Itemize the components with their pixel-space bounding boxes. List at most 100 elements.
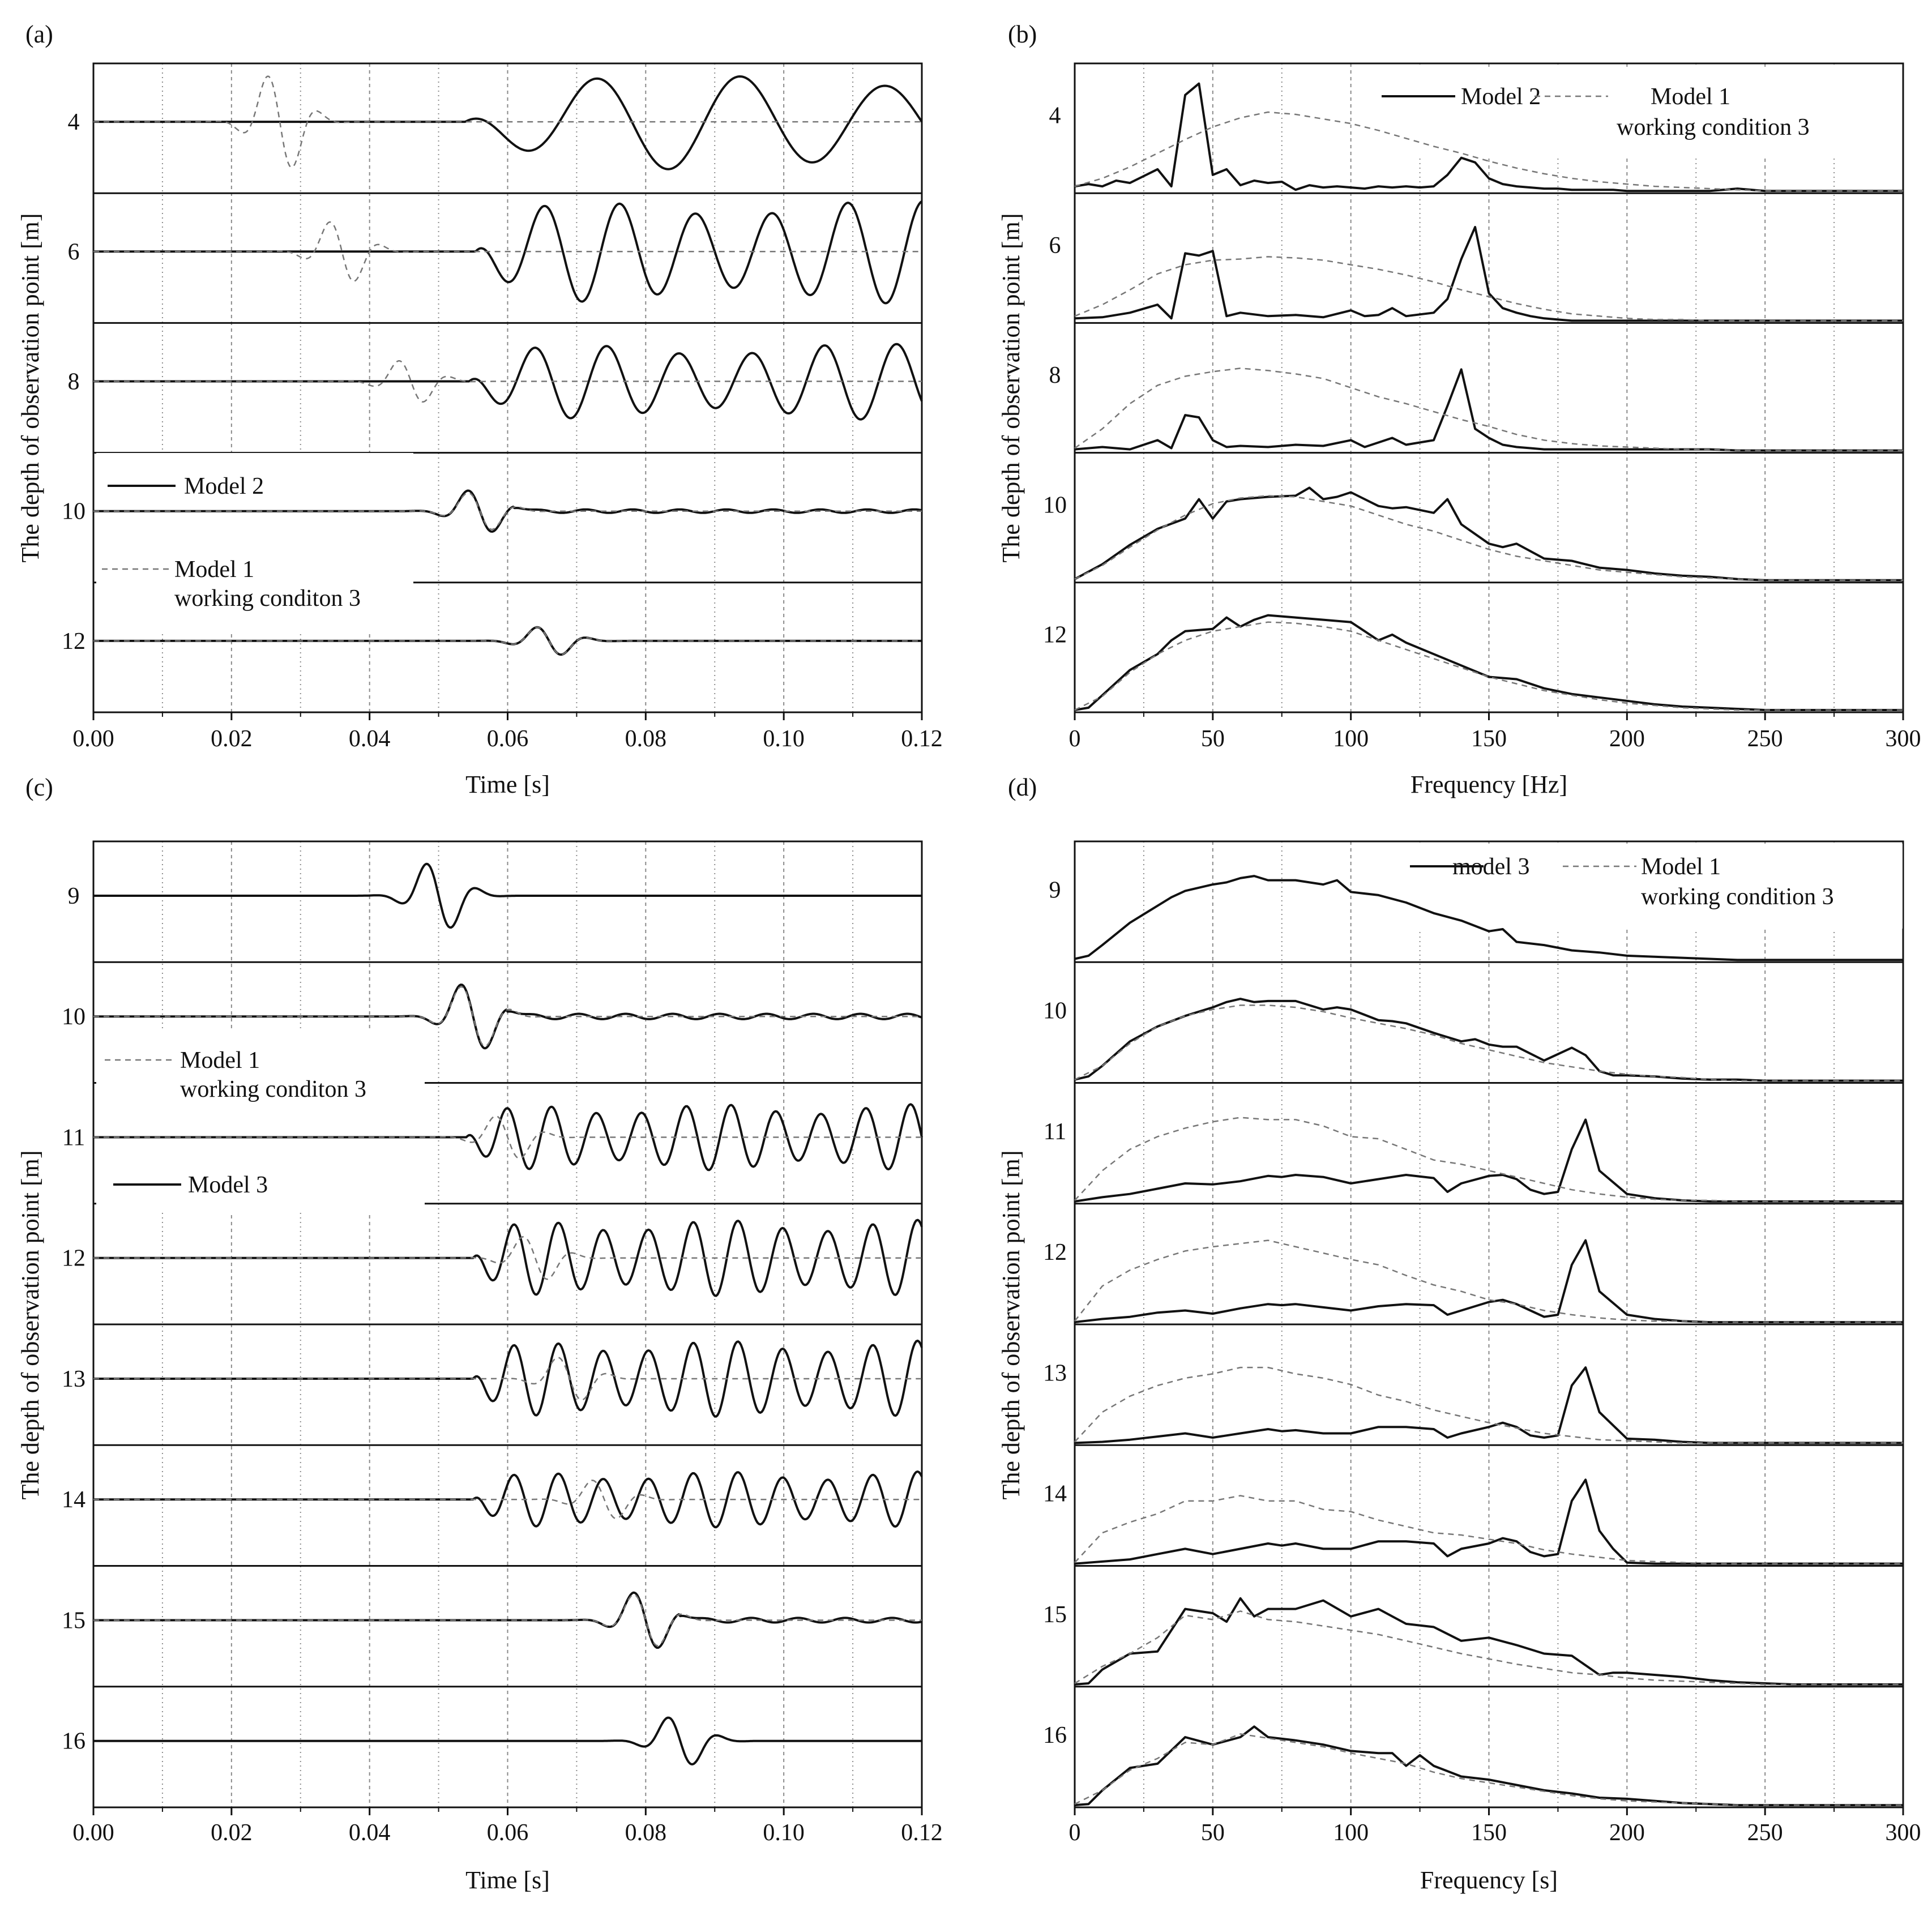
dashed-trace-row-11 (93, 1115, 922, 1160)
solid-trace-row-4 (1074, 82, 1903, 193)
dashed-trace-row-8 (93, 360, 922, 403)
row-label-10: 10 (62, 499, 86, 525)
x-tick-label: 250 (1747, 1820, 1783, 1846)
dashed-trace-row-10 (1074, 495, 1903, 581)
dashed-trace-row-12 (1074, 1239, 1903, 1323)
row-label-16: 16 (62, 1729, 86, 1755)
y-axis-title: The depth of observation point [m] (997, 1150, 1025, 1499)
x-tick-label: 0.04 (349, 1820, 391, 1846)
row-label-13: 13 (62, 1366, 86, 1392)
dashed-trace-row-12 (93, 1236, 922, 1280)
y-axis-title: The depth of observation point [m] (16, 1150, 44, 1499)
row-label-12: 12 (62, 1246, 86, 1272)
legend-background (96, 453, 413, 634)
legend-background (1390, 844, 1903, 929)
dashed-trace-row-13 (93, 1357, 922, 1401)
x-axis-title: Frequency [Hz] (1410, 771, 1567, 798)
row-label-8: 8 (68, 369, 80, 395)
row-label-12: 12 (62, 628, 86, 655)
x-axis-title: Frequency [s] (1420, 1866, 1558, 1894)
legend-dashed-label-line2: working conditon 3 (174, 585, 361, 612)
x-tick-label: 0.02 (211, 1820, 253, 1846)
dashed-trace-row-14 (93, 1480, 922, 1520)
x-tick-label: 100 (1333, 726, 1369, 752)
legend-background (96, 1031, 425, 1212)
dashed-trace-row-15 (1074, 1610, 1903, 1686)
x-tick-label: 200 (1609, 726, 1645, 752)
row-label-10: 10 (62, 1004, 86, 1030)
dashed-trace-row-12 (93, 626, 922, 656)
row-label-15: 15 (1043, 1602, 1067, 1628)
row-label-4: 4 (68, 109, 80, 135)
dashed-trace-row-4 (93, 75, 922, 168)
legend-background (1362, 68, 1900, 159)
row-label-16: 16 (1043, 1722, 1067, 1748)
row-label-14: 14 (62, 1487, 86, 1513)
solid-trace-row-15 (1074, 1597, 1903, 1686)
solid-trace-row-4 (93, 75, 923, 170)
dashed-trace-row-16 (1074, 1733, 1903, 1806)
panel-label: (c) (25, 773, 53, 801)
dashed-trace-row-13 (1074, 1366, 1903, 1444)
x-axis-title: Time [s] (465, 771, 550, 798)
row-label-6: 6 (1049, 233, 1061, 259)
x-tick-label: 0.10 (763, 1820, 805, 1846)
x-tick-label: 200 (1609, 1820, 1645, 1846)
panel-label: (b) (1008, 20, 1037, 48)
solid-trace-row-9 (1074, 875, 1903, 961)
x-tick-label: 0.00 (72, 726, 114, 752)
y-axis-title: The depth of observation point [m] (997, 213, 1025, 562)
legend-dashed-label: Model 1 (174, 557, 254, 583)
dashed-trace-row-10 (1074, 1004, 1903, 1081)
row-label-11: 11 (62, 1124, 85, 1151)
solid-trace-row-12 (1074, 1239, 1903, 1324)
x-tick-label: 0.06 (487, 726, 529, 752)
x-tick-label: 0.04 (349, 726, 391, 752)
row-label-14: 14 (1043, 1481, 1067, 1507)
x-tick-label: 100 (1333, 1820, 1369, 1846)
row-label-9: 9 (1049, 877, 1061, 903)
legend-solid-label: model 3 (1452, 854, 1529, 880)
x-axis-title: Time [s] (465, 1866, 550, 1894)
x-tick-label: 0 (1069, 1820, 1081, 1846)
row-label-4: 4 (1049, 103, 1061, 129)
solid-trace-row-13 (1074, 1366, 1903, 1444)
row-label-13: 13 (1043, 1360, 1067, 1386)
x-tick-label: 150 (1471, 726, 1507, 752)
y-axis-title: The depth of observation point [m] (16, 213, 44, 562)
dashed-trace-row-14 (1074, 1495, 1903, 1564)
legend-dashed-label-line2: working conditon 3 (180, 1076, 366, 1102)
solid-trace-row-16 (93, 1716, 922, 1765)
row-label-10: 10 (1043, 998, 1067, 1024)
row-label-10: 10 (1043, 492, 1067, 518)
dashed-trace-row-10 (93, 986, 922, 1047)
legend-dashed-label: Model 1 (1641, 854, 1721, 880)
row-label-11: 11 (1044, 1119, 1066, 1145)
panel-label: (a) (25, 20, 53, 48)
row-label-8: 8 (1049, 362, 1061, 388)
x-tick-label: 50 (1201, 726, 1225, 752)
x-tick-label: 0.10 (763, 726, 805, 752)
x-tick-label: 300 (1886, 726, 1921, 752)
solid-trace-row-12 (1074, 614, 1903, 711)
legend-dashed-label: Model 1 (180, 1047, 260, 1074)
x-tick-label: 0.00 (72, 1820, 114, 1846)
row-label-15: 15 (62, 1607, 86, 1634)
row-label-9: 9 (68, 883, 80, 909)
dashed-trace-row-11 (1074, 1117, 1903, 1203)
dashed-trace-row-6 (1074, 256, 1903, 322)
legend-solid-label: Model 2 (1461, 84, 1541, 110)
x-tick-label: 0.12 (901, 1820, 943, 1846)
dashed-trace-row-10 (93, 492, 922, 531)
legend-solid-label: Model 2 (184, 473, 264, 499)
legend-dashed-label-line2: working condition 3 (1641, 884, 1834, 910)
solid-trace-row-9 (93, 862, 922, 929)
x-tick-label: 0.08 (625, 1820, 667, 1846)
x-tick-label: 0 (1069, 726, 1081, 752)
x-tick-label: 0.02 (211, 726, 253, 752)
row-label-6: 6 (68, 239, 80, 265)
row-label-12: 12 (1043, 1239, 1067, 1265)
x-tick-label: 50 (1201, 1820, 1225, 1846)
row-label-12: 12 (1043, 622, 1067, 648)
